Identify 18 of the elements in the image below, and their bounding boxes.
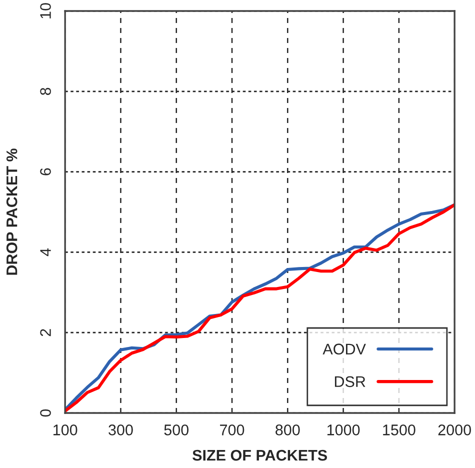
- x-axis-title: SIZE OF PACKETS: [192, 450, 327, 461]
- y-tick-label: 8: [40, 88, 51, 95]
- y-tick-label: 10: [40, 3, 51, 18]
- x-tick-label: 300: [108, 424, 133, 436]
- y-tick-label: 0: [40, 409, 51, 417]
- y-axis-title: DROP PACKET %: [6, 148, 18, 275]
- x-tick-label: 100: [53, 424, 78, 436]
- x-tick-label: 500: [164, 424, 189, 436]
- x-tick-label: 800: [276, 424, 300, 436]
- legend-label: DSR: [334, 376, 366, 388]
- x-tick-label: 1000: [327, 424, 360, 436]
- x-tick-label: 1500: [383, 424, 416, 436]
- x-tick-label: 700: [220, 424, 244, 436]
- x-tick-label: 2000: [438, 424, 471, 436]
- y-tick-label: 4: [40, 248, 51, 256]
- y-tick-label: 2: [40, 329, 51, 336]
- legend-label: AODV: [322, 344, 366, 354]
- y-tick-label: 6: [40, 168, 51, 176]
